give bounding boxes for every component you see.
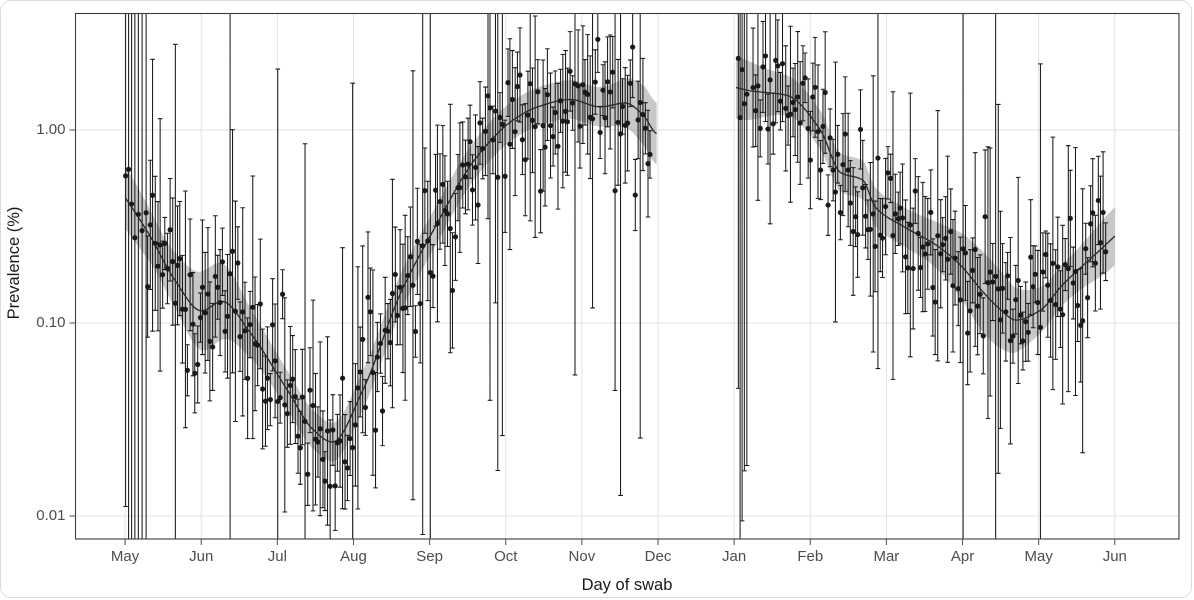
- svg-text:Prevalence (%): Prevalence (%): [5, 207, 23, 320]
- svg-text:Feb: Feb: [797, 548, 823, 565]
- svg-text:Jan: Jan: [722, 548, 746, 565]
- svg-text:1.00: 1.00: [36, 121, 65, 138]
- svg-text:Jul: Jul: [268, 548, 287, 565]
- svg-text:Aug: Aug: [340, 548, 367, 565]
- svg-text:Nov: Nov: [569, 548, 596, 565]
- svg-text:Jun: Jun: [189, 548, 213, 565]
- svg-text:May: May: [111, 548, 140, 565]
- svg-text:Dec: Dec: [645, 548, 672, 565]
- svg-text:May: May: [1024, 548, 1053, 565]
- svg-text:0.01: 0.01: [36, 507, 65, 524]
- svg-text:Jun: Jun: [1103, 548, 1127, 565]
- svg-text:Apr: Apr: [951, 548, 974, 565]
- svg-text:Sep: Sep: [416, 548, 443, 565]
- svg-text:Mar: Mar: [873, 548, 899, 565]
- svg-text:Oct: Oct: [494, 548, 518, 565]
- svg-text:Day of swab: Day of swab: [582, 576, 673, 594]
- svg-text:0.10: 0.10: [36, 314, 65, 331]
